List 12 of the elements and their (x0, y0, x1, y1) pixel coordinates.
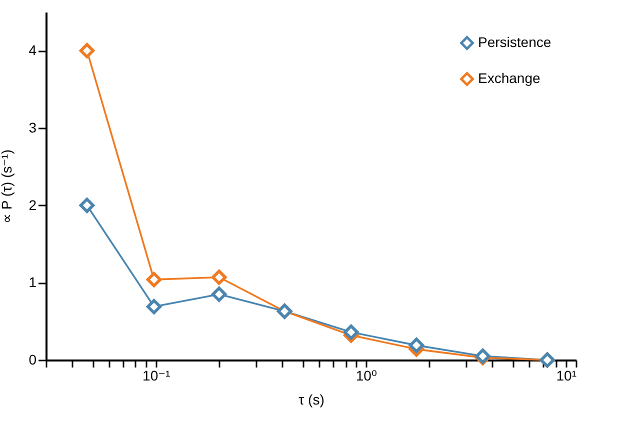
legend-label: Exchange (478, 70, 540, 86)
y-tick-label: 0 (28, 352, 37, 368)
y-tick-label: 1 (28, 274, 37, 290)
x-tick-label: 10⁰ (356, 368, 378, 384)
y-axis-title: ∝ P (τ) (s⁻¹) (0, 150, 15, 224)
legend-label: Persistence (478, 34, 552, 50)
y-tick-label: 4 (28, 42, 37, 58)
y-tick-label: 3 (28, 120, 37, 136)
x-tick-label: 10⁻¹ (142, 368, 170, 384)
x-axis-title: τ (s) (298, 392, 324, 408)
y-tick-label: 2 (28, 196, 37, 213)
x-tick-label: 10¹ (556, 368, 577, 384)
